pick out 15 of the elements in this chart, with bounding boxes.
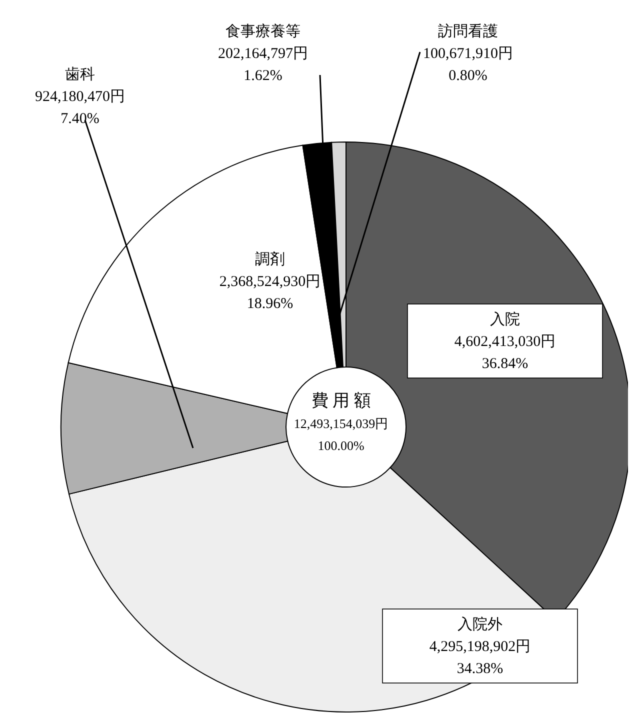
slice-label: 歯科 [65, 66, 95, 83]
slice-label: 訪問看護 [438, 23, 498, 40]
text: 100.00% [318, 438, 364, 453]
slice-label: 入院外 [458, 616, 502, 633]
slice-label: 食事療養等 [226, 23, 300, 40]
text: 費 用 額 [311, 391, 371, 410]
data-label: 202,164,797円 1.62% [218, 46, 308, 84]
slice-label: 調剤 [255, 251, 285, 268]
data-label: 4,295,198,902円 34.38% [429, 639, 531, 677]
slice-label: 入院 [490, 311, 520, 328]
data-label: 100,671,910円 0.80% [423, 46, 513, 84]
text: 12,493,154,039円 [294, 416, 388, 431]
data-label: 924,180,470円 7.40% [35, 89, 125, 127]
data-label: 4,602,413,030円 36.84% [454, 334, 556, 372]
data-label: 2,368,524,930円 18.96% [219, 274, 321, 312]
